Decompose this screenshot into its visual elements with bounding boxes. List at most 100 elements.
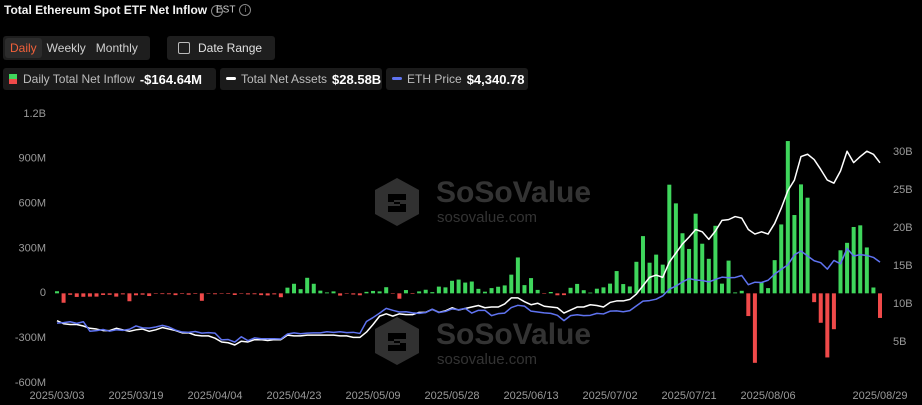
bar [272,293,277,295]
bar [831,293,836,330]
period-tab[interactable]: Monthly [95,41,138,55]
period-tab[interactable]: Weekly [46,41,86,55]
calendar-icon [178,42,190,54]
legend-item[interactable]: ETH Price $4,340.78 [386,68,528,90]
bar [798,184,803,294]
y2-tick-label: 25B [893,184,913,196]
bar [640,236,645,294]
legend-label: ETH Price [407,72,462,86]
bar [219,293,224,294]
bar [812,293,817,303]
info-icon[interactable]: i [211,4,224,17]
legend-value: $4,340.78 [466,71,525,87]
bar [226,293,231,294]
bar [469,281,474,294]
date-range-label: Date Range [198,41,263,55]
bar [87,293,92,297]
bar [858,225,863,294]
watermark: SoSoValue sosovalue.com SoSoValue sosova… [375,176,591,368]
watermark-url: sosovalue.com [437,351,537,368]
bar [331,291,336,294]
bar [706,258,711,294]
bar [667,184,672,294]
period-tab[interactable]: Daily [5,38,42,58]
bar [107,293,112,295]
bar [509,274,514,294]
y-tick-label: 0 [40,287,46,299]
bar [522,285,527,294]
y-tick-label: 600M [18,198,46,210]
bar [687,248,692,294]
bar [265,293,270,296]
x-tick-label: 2025/08/29 [852,390,907,402]
bar [199,293,204,301]
bar [456,279,461,294]
y2-tick-label: 30B [893,146,913,158]
bar [561,293,566,296]
bar [351,293,356,295]
bar [489,288,494,294]
bar [601,287,606,294]
bar [785,141,790,294]
bar [818,293,823,323]
legend-item[interactable]: Total Net Assets $28.58B [220,68,382,90]
bar [140,293,145,295]
bar [588,292,593,294]
bar [476,288,481,294]
timezone[interactable]: EST i [216,4,252,16]
y2-tick-label: 5B [893,336,906,348]
bar [245,293,250,295]
bar [344,293,349,294]
bar [55,291,59,294]
bar [180,293,185,294]
x-tick-label: 2025/04/04 [187,390,242,402]
bar [259,293,264,296]
bar [568,287,573,294]
bar [384,287,389,294]
bar [575,283,580,294]
legend-item[interactable]: Daily Total Net Inflow -$164.64M [3,68,216,90]
bar [81,293,86,297]
bar [173,293,178,296]
bar [851,226,856,294]
bar [252,293,257,295]
bar [779,224,784,294]
bar [403,290,408,294]
bar [766,288,771,294]
bar [502,285,507,294]
bar [239,293,244,294]
bar [529,278,534,294]
bar [423,289,428,294]
bar [134,293,139,296]
bar [621,284,626,294]
bar [311,283,316,294]
x-tick-label: 2025/05/09 [346,390,401,402]
legend-value: -$164.64M [139,71,202,87]
bar [693,213,698,294]
bar [871,287,876,294]
bar [726,260,731,294]
bar [535,289,540,294]
watermark-name: SoSoValue [436,318,591,351]
line [56,150,881,346]
bar [654,254,659,294]
y-tick-label: 1.2B [23,108,46,120]
bar [147,293,152,297]
bar [614,271,619,294]
y2-tick-label: 15B [893,260,913,272]
bar [436,286,441,294]
bar [746,293,751,317]
bar [548,291,553,294]
watermark-name: SoSoValue [436,176,591,209]
info-icon[interactable]: i [239,4,252,16]
bar [443,287,448,294]
bar [772,260,777,294]
bar [68,293,73,295]
bar [878,293,882,318]
date-range-button[interactable]: Date Range [167,36,275,60]
bar [213,293,218,295]
legend-icon [392,77,402,80]
bar [357,293,362,296]
y2-tick-label: 20B [893,222,913,234]
bar [463,282,468,294]
